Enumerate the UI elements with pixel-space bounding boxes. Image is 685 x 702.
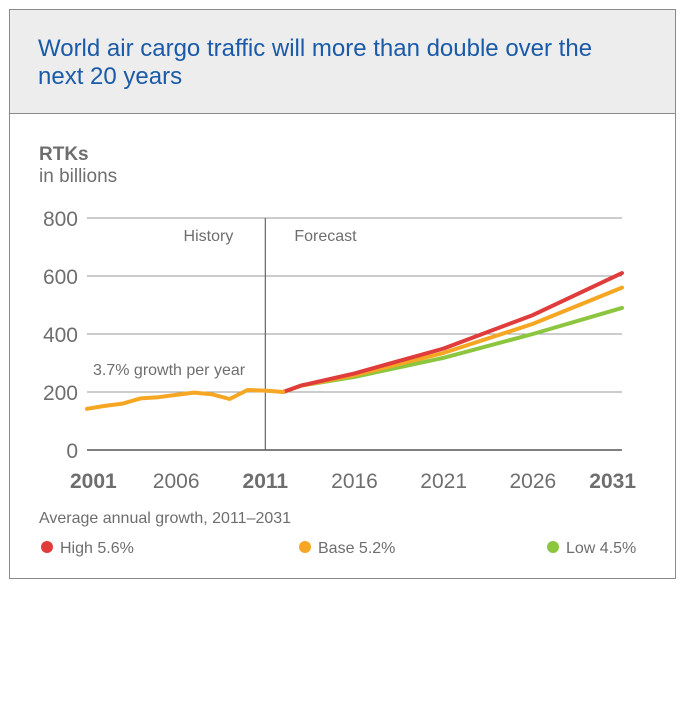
legend-label-low-4-5-: Low 4.5% [566, 540, 636, 557]
legend-title: Average annual growth, 2011–2031 [39, 510, 291, 527]
x-tick-label-2001: 2001 [70, 470, 117, 493]
x-tick-label-2021: 2021 [420, 470, 467, 493]
legend-marker-base-5-2- [299, 541, 311, 553]
series-line-high-5-6- [281, 271, 624, 394]
y-tick-label-800: 800 [43, 208, 78, 231]
y-axis-title: RTKs [39, 144, 89, 165]
legend-marker-high-5-6- [41, 541, 53, 553]
legend-label-high-5-6-: High 5.6% [60, 540, 134, 557]
chart-title: World air cargo traffic will more than d… [38, 35, 593, 90]
x-tick-label-2026: 2026 [509, 470, 556, 493]
y-tick-label-0: 0 [66, 440, 78, 463]
history-growth-annotation: 3.7% growth per year [93, 362, 246, 379]
y-tick-label-400: 400 [43, 324, 78, 347]
history-label: History [184, 228, 234, 245]
chart-header: World air cargo traffic will more than d… [10, 10, 675, 114]
y-tick-label-200: 200 [43, 382, 78, 405]
x-tick-label-2011: 2011 [243, 470, 289, 493]
y-tick-label-600: 600 [43, 266, 78, 289]
x-tick-label-2006: 2006 [153, 470, 200, 493]
legend-label-base-5-2-: Base 5.2% [318, 540, 395, 557]
legend-marker-low-4-5- [547, 541, 559, 553]
forecast-label: Forecast [294, 228, 357, 245]
x-tick-label-2016: 2016 [331, 470, 378, 493]
chart-card: World air cargo traffic will more than d… [9, 9, 676, 579]
x-tick-label-2031: 2031 [589, 470, 636, 493]
y-axis-unit: in billions [39, 166, 117, 187]
series-line-history [85, 388, 286, 411]
